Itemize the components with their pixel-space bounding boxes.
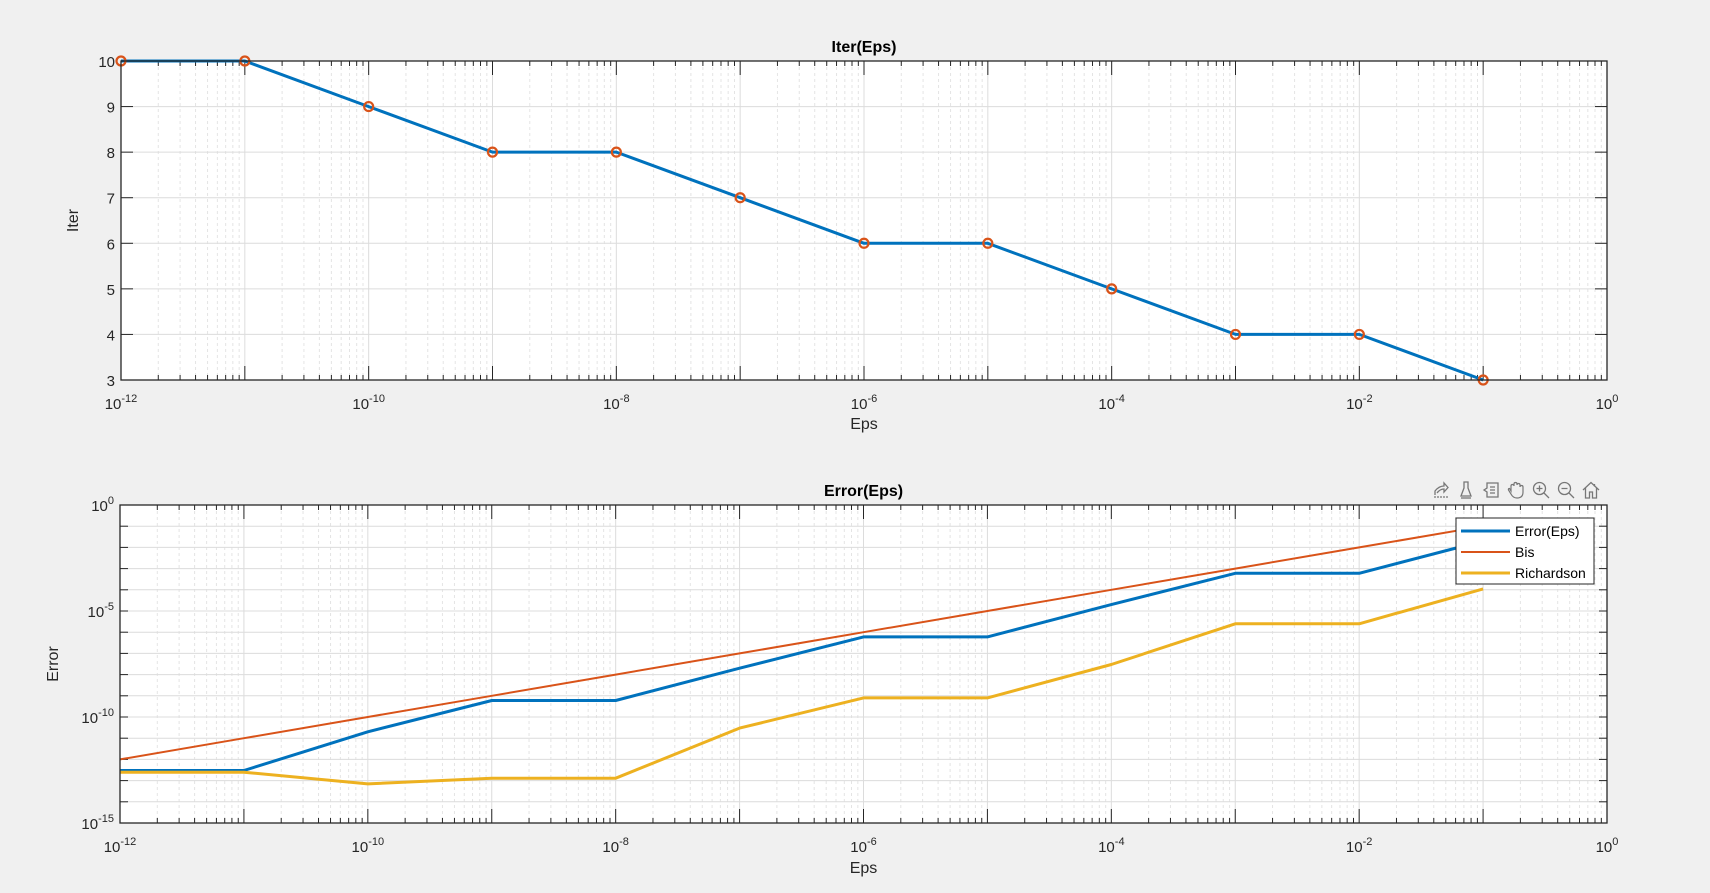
y-tick-label: 4 <box>107 327 115 344</box>
x-tick-label: 100 <box>1596 836 1619 856</box>
pan-icon <box>1507 481 1524 499</box>
legend[interactable]: Error(Eps) Bis Richardson <box>1455 517 1595 585</box>
data-point-marker[interactable] <box>1229 328 1242 341</box>
data-point-marker[interactable] <box>858 237 870 249</box>
zoom-in-icon <box>1532 481 1550 499</box>
y-tick-label: 5 <box>107 282 115 299</box>
pan-button[interactable] <box>1505 479 1527 501</box>
legend-entry-label: Bis <box>1515 544 1534 560</box>
x-tick-label: 10-2 <box>1346 393 1372 413</box>
legend-entry-label: Richardson <box>1515 565 1586 581</box>
data-point-marker[interactable] <box>363 100 375 113</box>
axes-box <box>119 504 1608 824</box>
home-icon <box>1582 481 1600 499</box>
x-tick-label: 10-12 <box>104 836 137 856</box>
legend-entry-label: Error(Eps) <box>1515 523 1580 539</box>
x-tick-label: 10-10 <box>352 393 385 413</box>
y-tick-label: 8 <box>107 145 115 162</box>
export-button[interactable] <box>1430 479 1452 501</box>
x-tick-label: 10-2 <box>1346 836 1372 856</box>
axes-box <box>120 60 1608 381</box>
data-point-marker[interactable] <box>486 146 499 158</box>
x-tick-label: 10-12 <box>105 393 138 413</box>
y-tick-label: 10 <box>98 54 115 71</box>
x-tick-label: 10-6 <box>850 836 876 856</box>
brush-button[interactable] <box>1455 479 1477 501</box>
data-series <box>119 525 1484 786</box>
x-tick-label: 10-8 <box>602 836 628 856</box>
x-axis-label: Eps <box>850 416 878 433</box>
data-series <box>115 55 1489 386</box>
datatip-button[interactable] <box>1480 479 1502 501</box>
data-point-marker[interactable] <box>982 237 994 249</box>
y-tick-label: 7 <box>107 191 115 208</box>
y-tick-label: 6 <box>107 236 115 253</box>
data-point-marker[interactable] <box>1353 328 1365 341</box>
x-tick-label: 100 <box>1596 393 1619 413</box>
export-icon <box>1434 481 1449 498</box>
brush-icon <box>1460 481 1472 499</box>
series-line-richardson[interactable] <box>120 587 1484 786</box>
axes-toolbar <box>1430 479 1602 501</box>
chart-title: Error(Eps) <box>824 483 903 500</box>
zoom-out-icon <box>1557 481 1575 499</box>
x-tick-label: 10-4 <box>1098 836 1124 856</box>
zoom-out-button[interactable] <box>1555 479 1577 501</box>
y-tick-label: 10-5 <box>88 601 114 621</box>
home-button[interactable] <box>1580 479 1602 501</box>
y-axis-label: Error <box>45 646 62 682</box>
datatip-icon <box>1482 482 1499 498</box>
y-tick-label: 100 <box>91 495 114 515</box>
x-tick-label: 10-4 <box>1098 393 1124 413</box>
series-line-error-eps-[interactable] <box>120 539 1484 772</box>
x-tick-label: 10-6 <box>851 393 877 413</box>
y-tick-label: 10-10 <box>81 707 114 727</box>
y-tick-label: 3 <box>107 373 115 390</box>
chart-title: Iter(Eps) <box>832 39 897 56</box>
series-line-iter[interactable] <box>121 59 1484 382</box>
y-tick-label: 10-15 <box>81 813 114 833</box>
error-eps-axes[interactable]: 10-12 10-10 10-8 10-6 10-4 10-2 100 10-15 10-10 1… <box>45 483 1618 877</box>
zoom-in-button[interactable] <box>1530 479 1552 501</box>
iter-eps-axes[interactable]: 10-12 10-10 10-8 10-6 10-4 10-2 100 3 4 5 6 7 8 9 10 It… <box>65 39 1618 433</box>
x-axis-label: Eps <box>850 860 878 877</box>
y-axis-label: Iter <box>65 208 82 232</box>
x-tick-label: 10-8 <box>603 393 629 413</box>
data-point-marker[interactable] <box>610 146 622 158</box>
data-point-marker[interactable] <box>734 192 746 204</box>
series-line-bis[interactable] <box>119 525 1484 761</box>
data-point-marker[interactable] <box>1106 283 1118 295</box>
x-tick-label: 10-10 <box>352 836 385 856</box>
grid-lines <box>120 60 1608 381</box>
y-tick-label: 9 <box>107 100 115 117</box>
